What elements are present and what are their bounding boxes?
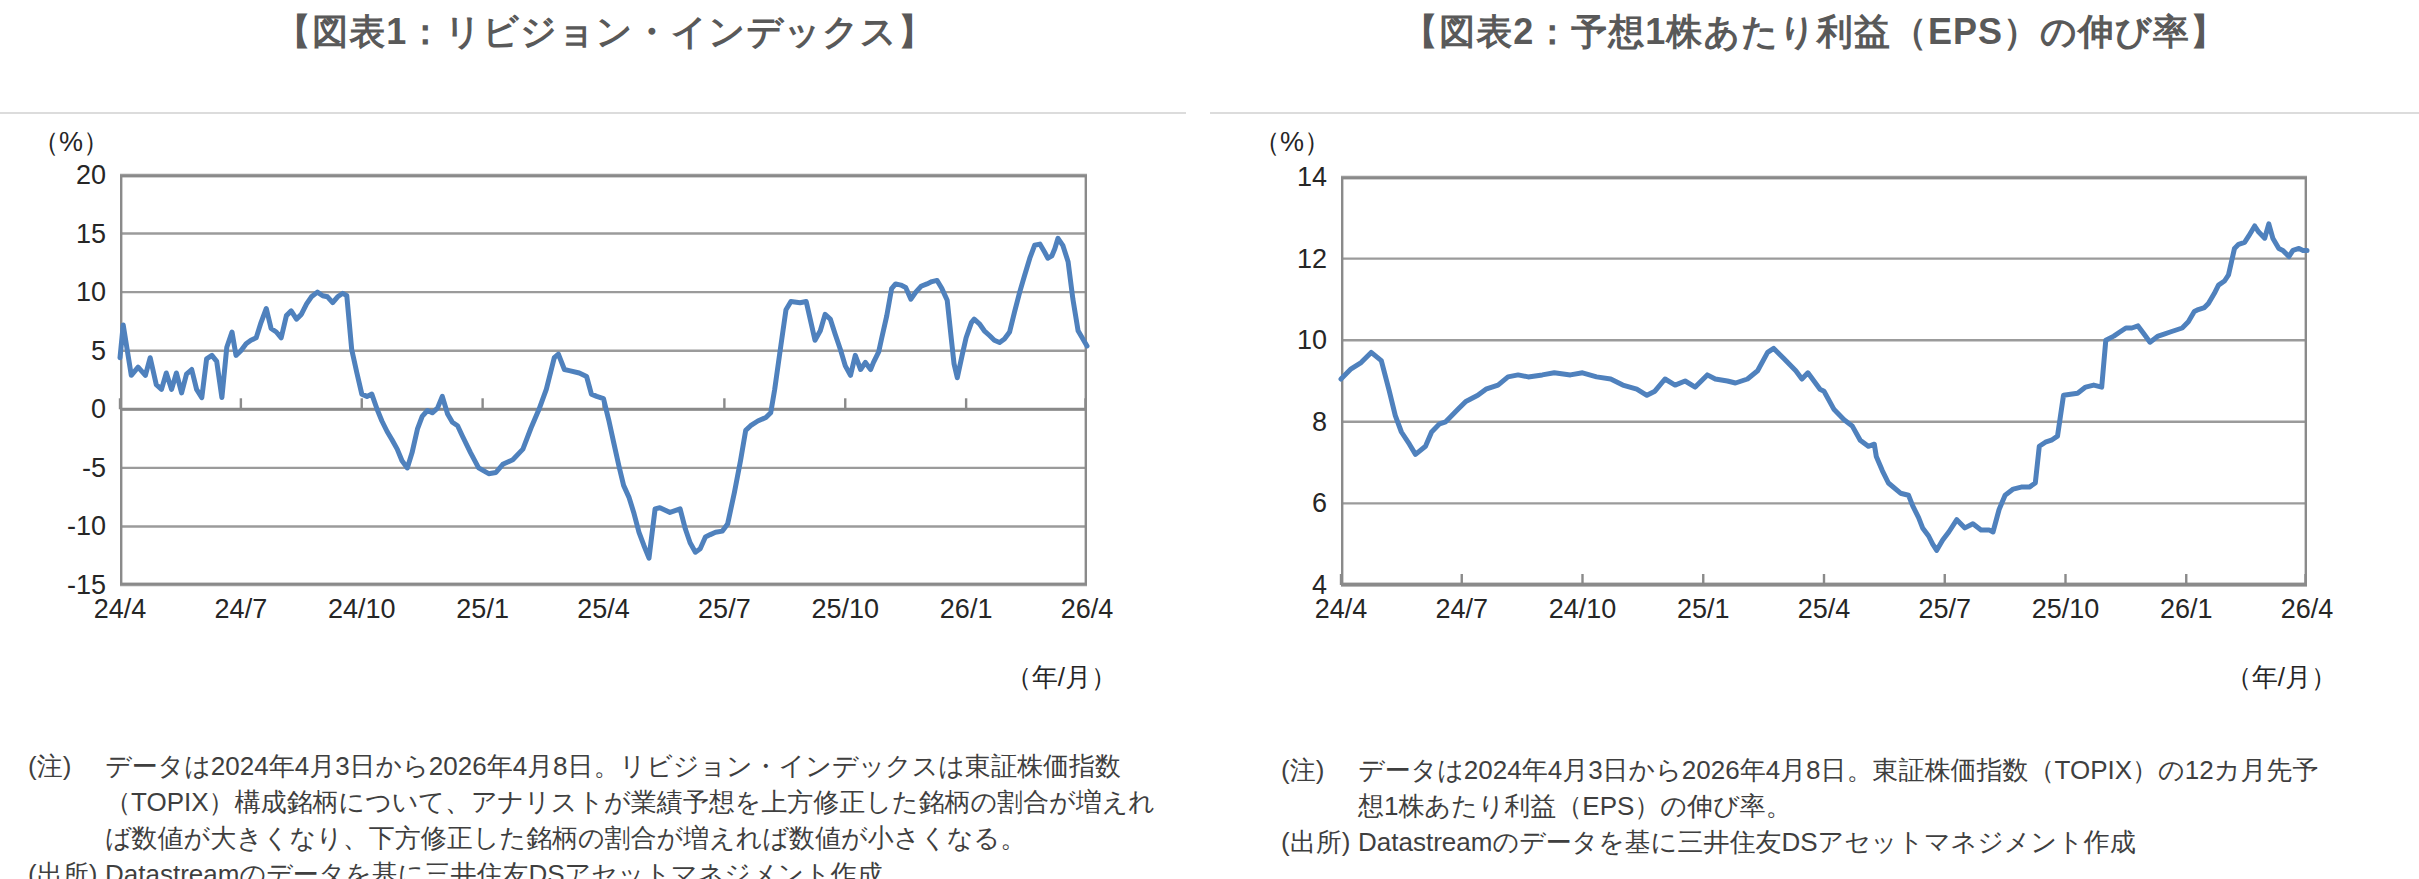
header-divider-right: [1210, 112, 2419, 114]
x-tick-label: 24/4: [65, 593, 175, 625]
x-tick-label: 25/1: [1648, 593, 1758, 625]
y-tick-label: -5: [11, 452, 106, 484]
x-tick-label: 25/10: [2011, 593, 2121, 625]
header-divider-left: [0, 112, 1186, 114]
source-text: Datastreamのデータを基に三井住友DSアセットマネジメント作成: [1358, 824, 2401, 860]
y-tick-label: 14: [1232, 161, 1327, 193]
note-line: （TOPIX）構成銘柄について、アナリストが業績予想を上方修正した銘柄の割合が増…: [105, 784, 1188, 820]
y-tick-label: 5: [11, 335, 106, 367]
x-tick-label: 25/4: [549, 593, 659, 625]
note-line: 想1株あたり利益（EPS）の伸び率。: [1358, 788, 2401, 824]
note-label: (注): [1281, 752, 1358, 788]
y-tick-label: 20: [11, 159, 106, 191]
x-tick-label: 26/4: [2252, 593, 2362, 625]
chart2-notes: (注) データは2024年4月3日から2026年4月8日。東証株価指数（TOPI…: [1281, 752, 2401, 860]
y-tick-label: -10: [11, 510, 106, 542]
y-tick-label: 12: [1232, 243, 1327, 275]
x-tick-label: 25/4: [1769, 593, 1879, 625]
x-tick-label: 25/10: [790, 593, 900, 625]
chart1-notes: (注) データは2024年4月3日から2026年4月8日。リビジョン・インデック…: [28, 748, 1188, 879]
source-text: Datastreamのデータを基に三井住友DSアセットマネジメント作成: [105, 856, 1188, 879]
plot-frame: [121, 176, 1086, 584]
x-tick-label: 26/1: [2131, 593, 2241, 625]
chart2-plot: [1341, 177, 2307, 585]
page: 【図表1：リビジョン・インデックス】 【図表2：予想1株あたり利益（EPS）の伸…: [0, 0, 2419, 879]
x-axis-unit-label: （年/月）: [2167, 660, 2337, 695]
chart2-title: 【図表2：予想1株あたり利益（EPS）の伸び率】: [1210, 8, 2419, 57]
note-line: データは2024年4月3日から2026年4月8日。東証株価指数（TOPIX）の1…: [1358, 752, 2401, 788]
note-line: データは2024年4月3日から2026年4月8日。リビジョン・インデックスは東証…: [105, 748, 1188, 784]
y-tick-label: 15: [11, 218, 106, 250]
y-tick-label: 10: [11, 276, 106, 308]
x-tick-label: 24/7: [186, 593, 296, 625]
x-tick-label: 25/7: [1890, 593, 2000, 625]
x-tick-label: 26/4: [1032, 593, 1142, 625]
chart1-plot: [120, 175, 1087, 585]
data-line: [120, 238, 1087, 558]
data-line: [1341, 224, 2307, 550]
x-tick-label: 26/1: [911, 593, 1021, 625]
x-tick-label: 25/1: [428, 593, 538, 625]
x-tick-label: 24/10: [307, 593, 417, 625]
chart1-title: 【図表1：リビジョン・インデックス】: [0, 8, 1210, 57]
note-line: ば数値が大きくなり、下方修正した銘柄の割合が増えれば数値が小さくなる。: [105, 820, 1188, 856]
y-tick-label: 10: [1232, 324, 1327, 356]
y-axis-unit-label: （%）: [0, 124, 110, 160]
y-tick-label: 6: [1232, 487, 1327, 519]
x-tick-label: 24/7: [1407, 593, 1517, 625]
y-tick-label: 8: [1232, 406, 1327, 438]
source-label: (出所): [28, 856, 105, 879]
y-tick-label: 0: [11, 393, 106, 425]
x-tick-label: 25/7: [669, 593, 779, 625]
x-axis-unit-label: （年/月）: [947, 660, 1117, 695]
x-tick-label: 24/10: [1528, 593, 1638, 625]
source-label: (出所): [1281, 824, 1358, 860]
y-axis-unit-label: （%）: [1221, 124, 1331, 160]
plot-frame: [1342, 178, 2306, 584]
x-tick-label: 24/4: [1286, 593, 1396, 625]
note-label: (注): [28, 748, 105, 784]
